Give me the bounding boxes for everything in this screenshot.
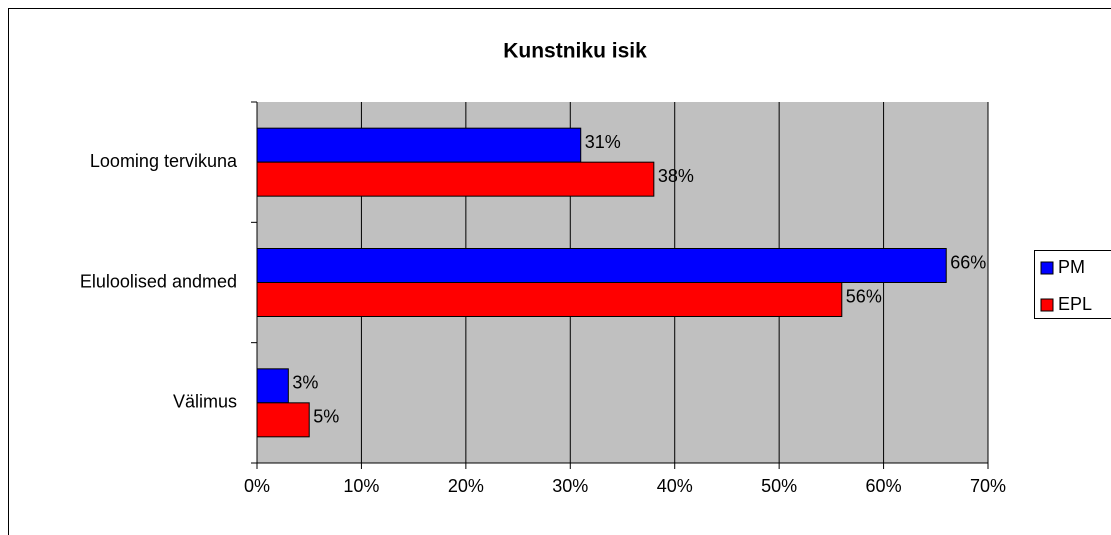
x-tick-label: 30% xyxy=(552,476,588,496)
x-tick-label: 40% xyxy=(657,476,693,496)
value-label: 31% xyxy=(585,132,621,152)
bar xyxy=(256,161,655,197)
bar xyxy=(256,248,947,283)
bar xyxy=(256,282,843,317)
x-tick-label: 0% xyxy=(244,476,270,496)
x-tick-label: 70% xyxy=(970,476,1006,496)
y-tick-label: Looming tervikuna xyxy=(90,151,238,171)
value-label: 3% xyxy=(292,373,318,393)
y-tick-label: Eluloolised andmed xyxy=(80,271,237,291)
bar xyxy=(256,402,310,438)
y-tick-label: Välimus xyxy=(173,392,237,412)
x-tick-label: 50% xyxy=(761,476,797,496)
legend-swatch xyxy=(1040,298,1054,312)
legend-label: EPL xyxy=(1058,294,1092,314)
bar xyxy=(256,368,289,404)
legend-label: PM xyxy=(1058,257,1085,277)
x-tick-label: 60% xyxy=(866,476,902,496)
x-tick-label: 20% xyxy=(448,476,484,496)
value-label: 56% xyxy=(846,286,882,306)
bar xyxy=(256,127,582,163)
value-label: 66% xyxy=(950,252,986,272)
legend-swatch xyxy=(1040,261,1054,275)
value-label: 5% xyxy=(313,407,339,427)
chart-title: Kunstniku isik xyxy=(503,40,647,63)
value-label: 38% xyxy=(658,166,694,186)
x-tick-label: 10% xyxy=(343,476,379,496)
